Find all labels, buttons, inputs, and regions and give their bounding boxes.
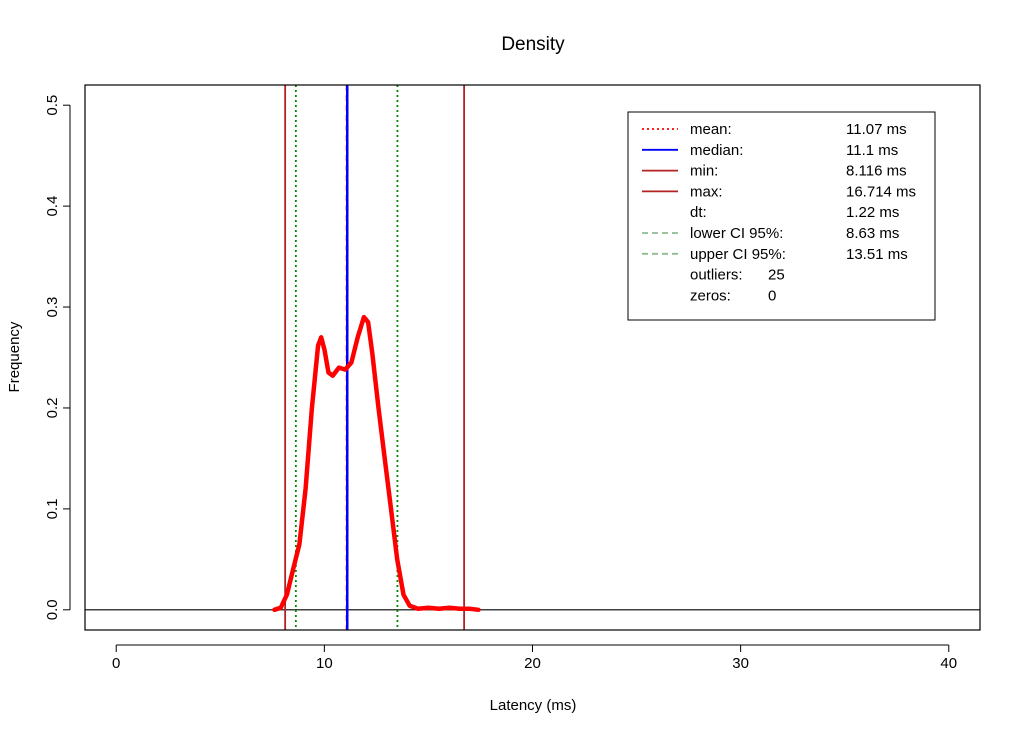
legend-value-mean: 11.07 ms (846, 121, 907, 138)
legend-label-lower-ci-95: lower CI 95%: (690, 225, 783, 242)
legend-label-max: max: (690, 183, 723, 200)
legend-value-max: 16.714 ms (846, 183, 916, 200)
axes-layer: 0 10 20 30 40 0.0 0.1 0.2 0.3 0.4 0.5 (44, 84, 981, 672)
legend-value-median: 11.1 ms (846, 142, 898, 159)
legend-label-min: min: (690, 163, 718, 180)
x-axis-label: Latency (ms) (490, 697, 577, 714)
x-tick-label: 0 (112, 655, 120, 672)
chart-title: Density (501, 34, 565, 55)
legend-value-lower-ci-95: 8.63 ms (846, 225, 899, 242)
legend-box (627, 111, 936, 321)
legend-value-min: 8.116 ms (846, 163, 907, 180)
y-tick-label: 0.4 (44, 196, 61, 217)
legend-label-median: median: (690, 142, 743, 159)
y-tick-label: 0.2 (44, 398, 61, 419)
x-tick-label: 20 (524, 655, 541, 672)
legend-value-dt: 1.22 ms (846, 204, 899, 221)
legend-label-upper-ci-95: upper CI 95%: (690, 246, 786, 263)
x-tick-label: 10 (316, 655, 333, 672)
y-tick-label: 0.3 (44, 297, 61, 318)
legend: mean: 11.07 ms median: 11.1 ms min: 8.116 ms m… (627, 111, 936, 321)
legend-value-upper-ci-95: 13.51 ms (846, 246, 908, 263)
legend-label-zeros: zeros: (690, 287, 731, 304)
plot-layer (85, 85, 980, 630)
legend-label-mean: mean: (690, 121, 732, 138)
density-curve (272, 314, 481, 613)
legend-label-outliers: outliers: (690, 267, 743, 284)
x-tick-label: 30 (732, 655, 749, 672)
y-tick-label: 0.5 (44, 95, 61, 116)
legend-value-outliers: 25 (768, 267, 785, 284)
plot-frame (84, 84, 981, 631)
legend-value-zeros: 0 (768, 287, 776, 304)
y-tick-label: 0.1 (44, 498, 61, 519)
x-tick-label: 40 (940, 655, 957, 672)
y-axis-label: Frequency (6, 321, 23, 392)
legend-label-dt: dt: (690, 204, 707, 221)
y-tick-label: 0.0 (44, 599, 61, 620)
